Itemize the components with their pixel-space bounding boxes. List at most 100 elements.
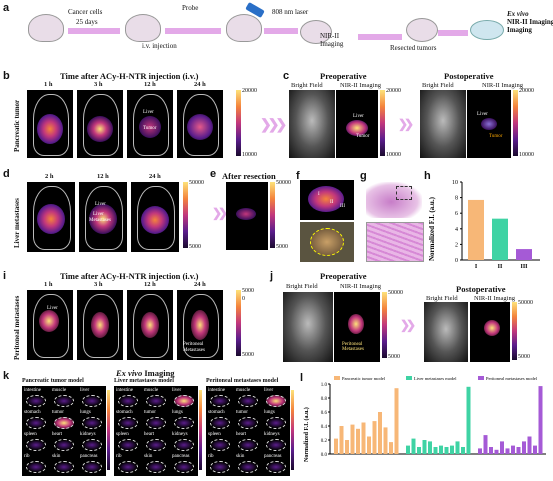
l-tick-label: 0.2: [321, 439, 328, 444]
l-bar: [439, 445, 443, 454]
l-bar: [511, 445, 515, 454]
l-bar: [389, 442, 393, 454]
model-title: Liver metastases model: [114, 378, 174, 384]
panel-f-image-bottom: [300, 222, 354, 262]
h-tick-label: 10: [452, 180, 458, 186]
l-ylabel: Normalized F.I. (a.u.): [303, 407, 310, 462]
panel-b-scale-max: 20000: [242, 88, 257, 94]
l-bar: [433, 447, 438, 454]
panel-b-label: b: [3, 70, 10, 82]
organ-label: liver: [80, 388, 90, 393]
organ-label: kidneys: [264, 432, 280, 437]
panel-i-colorbar: [236, 290, 241, 356]
time-label: 24 h: [149, 173, 161, 180]
time-label: 1 h: [44, 281, 53, 288]
l-bar: [450, 445, 454, 454]
panel-c-bf2: Bright Field: [422, 82, 454, 89]
organ-label: muscle: [144, 388, 159, 393]
panel-l-chart: 0.0 0.2 0.4 0.6 0.8 1.0 Normalized F.I. (a.u.)…: [303, 376, 546, 462]
organ-label: tumor: [52, 410, 64, 415]
l-legend-label: Liver metastases model: [414, 376, 457, 381]
organ-label: rib: [24, 454, 30, 459]
l-bar: [367, 436, 371, 454]
organ-label: heart: [144, 432, 154, 437]
panel-c-colorbar-1: [380, 90, 385, 156]
l-bar: [466, 386, 471, 454]
resected-label: Resected tumors: [390, 44, 437, 52]
l-bar: [339, 426, 344, 454]
organ-label: tumor: [236, 410, 248, 415]
panel-g-inset-box: [396, 186, 412, 200]
l-legend-swatch: [406, 376, 412, 380]
time-label: 3 h: [94, 81, 103, 88]
mouse-icon-3: [226, 14, 262, 42]
time-label: 12 h: [97, 173, 109, 180]
h-category-label: I: [475, 264, 478, 270]
arrow-3: [264, 28, 298, 34]
nir-label-a: NIR-II Imaging: [320, 32, 344, 48]
l-bar: [417, 447, 421, 454]
organ-label: heart: [236, 432, 246, 437]
panel-j-nir-image: Peritoneal Metastases: [334, 292, 380, 362]
h-tick-label: 6: [455, 211, 458, 217]
time-label: 12 h: [144, 81, 156, 88]
l-bar: [372, 421, 377, 454]
panel-c-nir2: NIR-II Imaging: [482, 82, 523, 89]
panel-j-bright-field-post: [424, 302, 468, 362]
panel-j-scale1-max: 50000: [388, 290, 403, 296]
panel-j-post: Postoperative: [456, 284, 506, 294]
organ-label: muscle: [236, 388, 251, 393]
time-label: 2 h: [45, 173, 54, 180]
organ-label: liver: [264, 388, 274, 393]
h-bar: [492, 218, 508, 260]
arrow-4: [358, 34, 402, 40]
mouse-icon-4: [300, 20, 332, 44]
panel-f-label: f: [296, 170, 300, 182]
nir-image: Liver Tumor: [127, 90, 173, 158]
l-bar: [383, 427, 388, 454]
panel-f-image-top: I II III: [300, 180, 354, 220]
panel-j-scale2-min: 5000: [518, 354, 530, 360]
panel-j-bf2: Bright Field: [426, 295, 458, 302]
l-bar: [500, 441, 504, 454]
organ-label: pancreas: [264, 454, 282, 459]
panel-d-side-label: Liver metastases: [13, 198, 21, 248]
panel-j-label: j: [270, 270, 274, 282]
organ-label: stomach: [208, 410, 225, 415]
organ-label: rib: [208, 454, 214, 459]
organ-label: lungs: [80, 410, 91, 415]
l-bar: [422, 440, 427, 454]
panel-a-label: a: [3, 2, 10, 14]
h-tick-label: 0: [455, 258, 458, 264]
nir-image: [131, 182, 179, 252]
l-tick-label: 0.6: [321, 411, 328, 416]
l-legend-swatch: [334, 376, 340, 380]
panel-e-image: [226, 182, 268, 250]
l-bar: [350, 424, 355, 454]
organ-label: kidneys: [80, 432, 96, 437]
organ-label: skin: [52, 454, 61, 459]
panel-i-scale-min: 5000: [242, 352, 254, 358]
time-label: 24 h: [194, 281, 206, 288]
panel-d-scale-min: 5000: [189, 244, 201, 250]
panel-e-label: e: [210, 168, 217, 180]
panel-g-histology-zoom: [366, 222, 424, 262]
panel-j-nir2: NIR-II Imaging: [474, 295, 515, 302]
organ-label: spleen: [116, 432, 129, 437]
organ-label: skin: [144, 454, 153, 459]
arrow-2: [165, 28, 221, 34]
panel-c-scale1-min: 10000: [386, 152, 401, 158]
panel-c-pre: Preoperative: [320, 71, 367, 81]
l-bar: [505, 448, 510, 454]
exvivo-label: Ex vivo NIR-II Imaging Imaging: [507, 10, 553, 34]
l-bar: [461, 447, 465, 454]
panel-l-label: l: [300, 372, 304, 384]
l-bar: [394, 388, 399, 454]
time-label: 24 h: [194, 81, 206, 88]
model-title: Pancreatic tumor model: [22, 378, 84, 384]
arrow-j: ❯❯: [400, 318, 416, 332]
l-legend-swatch: [478, 376, 484, 380]
panel-b-side-label: Pancreatic tumor: [13, 99, 21, 152]
panel-j-bright-field: [283, 292, 333, 362]
exvivo-image: intestine muscle liver stomach tumor lungs spl…: [206, 386, 290, 476]
